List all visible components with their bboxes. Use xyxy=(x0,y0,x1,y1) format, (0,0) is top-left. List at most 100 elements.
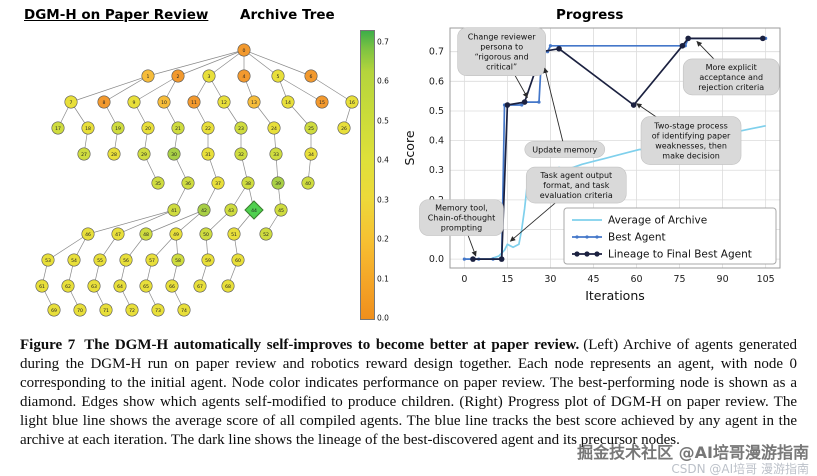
tree-node xyxy=(119,253,133,267)
tree-node xyxy=(171,121,185,135)
legend-label: Best Agent xyxy=(608,232,666,244)
tree-node-label: 25 xyxy=(308,126,314,132)
tree-node-label: 47 xyxy=(115,232,121,238)
x-tick-label: 105 xyxy=(757,274,775,285)
legend-marker xyxy=(594,251,600,257)
tree-edge xyxy=(310,75,353,103)
tree-node-label: 69 xyxy=(51,308,57,314)
series-marker xyxy=(470,256,476,262)
tree-node-label: 58 xyxy=(175,258,181,264)
tree-node xyxy=(227,227,241,241)
tree-node xyxy=(145,253,159,267)
tree-node-label: 44 xyxy=(251,208,257,214)
tree-node xyxy=(93,253,107,267)
series-marker xyxy=(548,44,553,48)
figure-caption-body: (Left) Archive of agents generated durin… xyxy=(20,337,797,448)
tree-node xyxy=(197,203,211,217)
tree-node-label: 54 xyxy=(71,258,77,264)
tree-node xyxy=(304,69,318,83)
tree-node-label: 23 xyxy=(238,126,244,132)
tree-edge xyxy=(133,75,179,103)
x-tick-label: 45 xyxy=(587,274,599,285)
tree-node-label: 22 xyxy=(205,126,211,132)
tree-node xyxy=(35,279,49,293)
tree-node xyxy=(107,147,121,161)
tree-node xyxy=(234,121,248,135)
annotation-text: Update memory xyxy=(532,145,597,154)
tree-node xyxy=(241,176,255,190)
tree-node xyxy=(269,147,283,161)
series-marker xyxy=(630,102,637,108)
y-tick-label: 0.4 xyxy=(429,136,444,147)
colorbar-tick-label: 0.4 xyxy=(377,155,389,165)
watermark-line-2: CSDN @AI培哥 漫游指南 xyxy=(671,462,809,476)
annotation-text: make decision xyxy=(662,152,719,161)
tree-node xyxy=(304,147,318,161)
tree-node xyxy=(127,95,141,109)
tree-node xyxy=(151,303,165,317)
annotation-text: acceptance and xyxy=(699,73,763,82)
series-marker xyxy=(521,99,528,105)
tree-node-label: 68 xyxy=(225,284,231,290)
series-line-2 xyxy=(473,37,763,260)
tree-node-label: 65 xyxy=(143,284,149,290)
figure-caption-label: Figure 7 xyxy=(20,337,76,353)
tree-node-label: 33 xyxy=(273,152,279,158)
archive-tree-title: Archive Tree xyxy=(240,7,335,23)
tree-node-label: 28 xyxy=(111,152,117,158)
tree-node-label: 30 xyxy=(171,152,177,158)
tree-node-label: 8 xyxy=(103,100,106,106)
colorbar-tick-label: 0.7 xyxy=(377,37,389,47)
tree-node-label: 42 xyxy=(201,208,207,214)
series-marker xyxy=(520,103,524,107)
legend-marker xyxy=(585,235,589,239)
legend-marker xyxy=(575,235,579,239)
y-tick-label: 0.3 xyxy=(429,165,444,176)
colorbar-tick-label: 0.2 xyxy=(377,234,389,244)
progress-chart: 01530456075901050.00.10.20.30.40.50.60.7… xyxy=(402,27,781,303)
series-marker xyxy=(537,100,541,104)
tree-edge xyxy=(117,209,175,235)
tree-node xyxy=(151,176,165,190)
tree-edge xyxy=(243,49,312,77)
tree-node-label: 62 xyxy=(65,284,71,290)
tree-node xyxy=(202,69,216,83)
tree-node-diamond xyxy=(244,200,264,220)
tree-node xyxy=(125,303,139,317)
tree-node-label: 1 xyxy=(147,74,150,80)
tree-node-label: 5 xyxy=(277,74,280,80)
tree-node xyxy=(301,176,315,190)
left-panel-title: DGM-H on Paper Review xyxy=(24,7,209,23)
legend-label: Lineage to Final Best Agent xyxy=(608,249,752,261)
tree-node xyxy=(77,147,91,161)
tree-node xyxy=(211,176,225,190)
tree-node-label: 13 xyxy=(251,100,257,106)
tree-node-label: 26 xyxy=(341,126,347,132)
tree-node xyxy=(139,279,153,293)
tree-node-label: 59 xyxy=(205,258,211,264)
y-axis-label: Score xyxy=(402,130,417,165)
tree-node xyxy=(224,203,238,217)
tree-node xyxy=(247,95,261,109)
tree-node xyxy=(171,253,185,267)
tree-node xyxy=(47,303,61,317)
tree-node xyxy=(141,69,155,83)
annotation-text: format, and task xyxy=(543,181,610,190)
tree-node xyxy=(201,147,215,161)
tree-node-label: 24 xyxy=(271,126,277,132)
tree-node-label: 27 xyxy=(81,152,87,158)
legend-marker xyxy=(574,251,580,257)
tree-node xyxy=(271,69,285,83)
annotation-text: More explicit xyxy=(706,63,757,72)
tree-node-label: 66 xyxy=(169,284,175,290)
series-marker xyxy=(462,257,466,261)
tree-node xyxy=(169,227,183,241)
annotation-text: prompting xyxy=(441,224,482,233)
tree-edge xyxy=(70,75,149,103)
x-tick-label: 75 xyxy=(674,274,686,285)
x-tick-label: 0 xyxy=(461,274,467,285)
annotation-text: rejection criteria xyxy=(698,83,764,92)
annotation-text: weaknesses, then xyxy=(655,142,727,151)
tree-node-label: 49 xyxy=(173,232,179,238)
tree-node-label: 74 xyxy=(181,308,187,314)
